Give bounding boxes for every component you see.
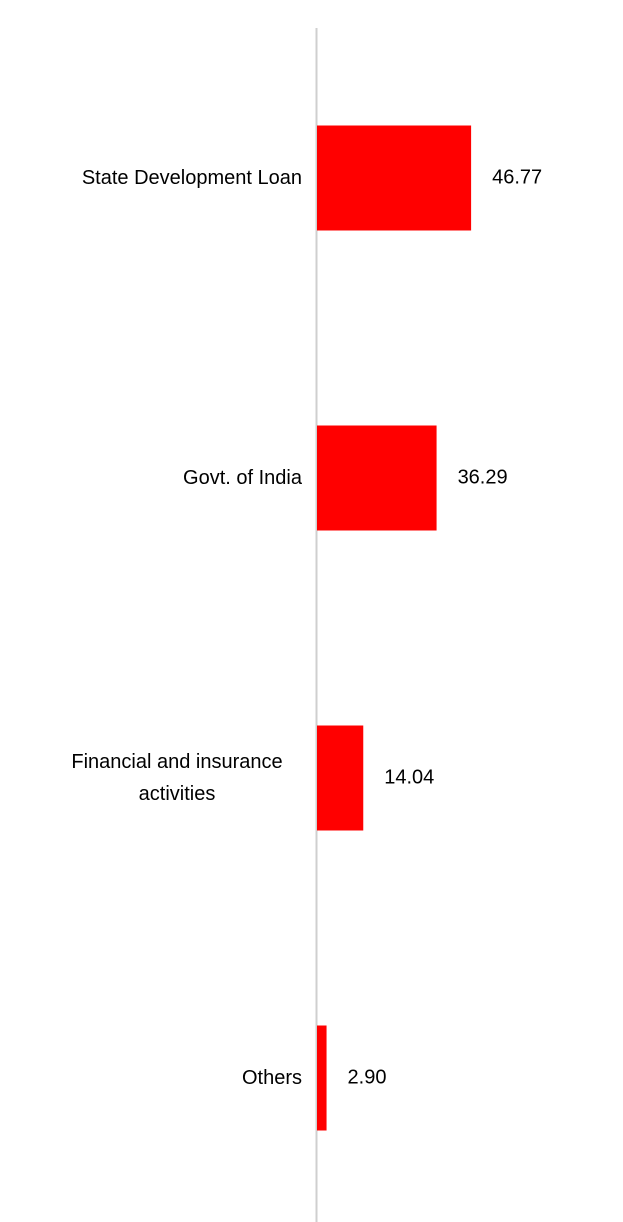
category-label: State Development Loan <box>81 167 302 189</box>
value-label: 14.04 <box>384 766 435 789</box>
bar <box>317 125 472 231</box>
category-label: Govt. of India <box>183 467 302 489</box>
bar <box>317 425 437 531</box>
value-label: 36.29 <box>457 466 508 489</box>
bar <box>317 1025 327 1131</box>
bar <box>317 725 364 831</box>
value-label: 2.90 <box>347 1066 387 1089</box>
value-label: 46.77 <box>492 166 543 189</box>
category-label: Financial and insurance activities <box>71 751 283 805</box>
category-label: Others <box>241 1067 302 1089</box>
